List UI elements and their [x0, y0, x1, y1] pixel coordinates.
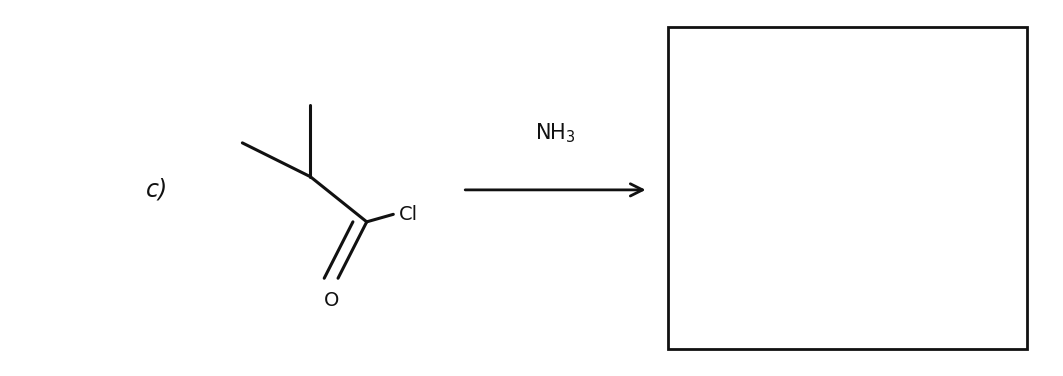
Text: O: O	[323, 291, 339, 310]
Text: c): c)	[147, 178, 168, 202]
Text: Cl: Cl	[399, 205, 418, 224]
FancyBboxPatch shape	[668, 27, 1027, 349]
Text: NH$_3$: NH$_3$	[535, 121, 576, 145]
